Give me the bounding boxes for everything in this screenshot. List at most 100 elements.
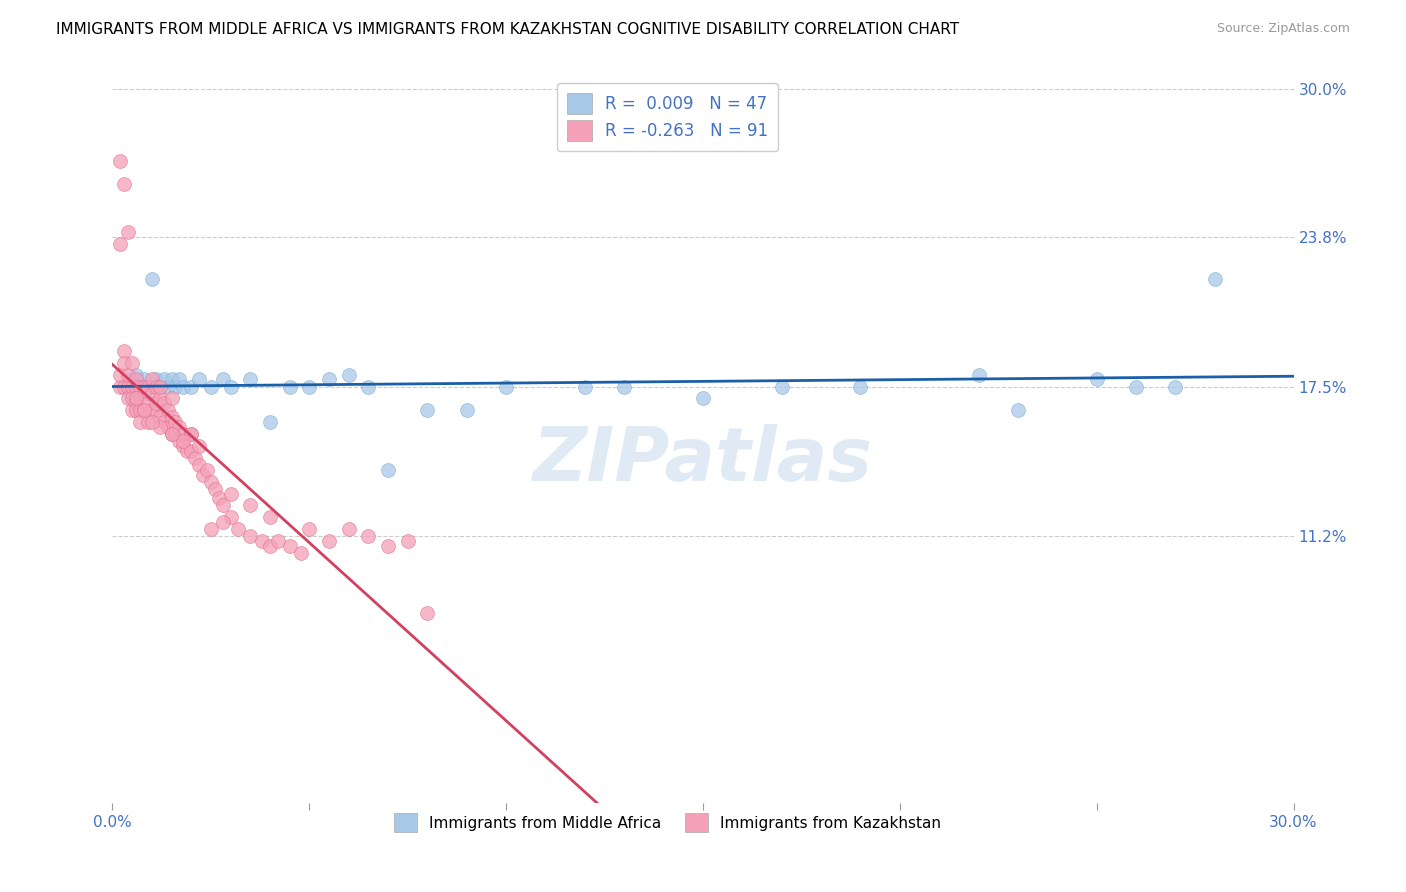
Point bbox=[357, 379, 380, 393]
Point bbox=[396, 534, 419, 549]
Point bbox=[149, 379, 172, 393]
Point bbox=[110, 368, 132, 382]
Point bbox=[574, 379, 596, 393]
Point bbox=[318, 372, 340, 386]
Point bbox=[156, 403, 179, 417]
Point bbox=[770, 379, 793, 393]
Point bbox=[495, 379, 517, 393]
Point bbox=[318, 534, 340, 549]
Point bbox=[377, 463, 399, 477]
Point bbox=[165, 415, 187, 429]
Point bbox=[149, 420, 172, 434]
Point bbox=[121, 403, 143, 417]
Point bbox=[129, 415, 152, 429]
Point bbox=[228, 522, 250, 536]
Point bbox=[117, 225, 139, 239]
Point bbox=[337, 522, 360, 536]
Point bbox=[250, 534, 273, 549]
Point bbox=[141, 379, 163, 393]
Point bbox=[416, 403, 439, 417]
Point bbox=[132, 403, 155, 417]
Point bbox=[219, 510, 242, 524]
Point bbox=[180, 427, 202, 442]
Point bbox=[112, 343, 135, 358]
Point bbox=[132, 386, 155, 401]
Point bbox=[172, 439, 194, 453]
Point bbox=[172, 379, 194, 393]
Point bbox=[136, 379, 159, 393]
Point bbox=[121, 356, 143, 370]
Point bbox=[278, 379, 301, 393]
Point bbox=[149, 392, 172, 406]
Point bbox=[112, 178, 135, 192]
Point bbox=[110, 379, 132, 393]
Point bbox=[152, 372, 174, 386]
Point bbox=[188, 439, 211, 453]
Point bbox=[132, 379, 155, 393]
Point bbox=[172, 434, 194, 449]
Point bbox=[132, 403, 155, 417]
Point bbox=[125, 368, 148, 382]
Point bbox=[377, 539, 399, 553]
Point bbox=[145, 379, 167, 393]
Point bbox=[456, 403, 478, 417]
Point bbox=[169, 372, 191, 386]
Point bbox=[125, 396, 148, 410]
Text: Source: ZipAtlas.com: Source: ZipAtlas.com bbox=[1216, 22, 1350, 36]
Point bbox=[121, 372, 143, 386]
Point bbox=[200, 379, 222, 393]
Point bbox=[259, 539, 281, 553]
Point bbox=[191, 467, 214, 482]
Point bbox=[188, 458, 211, 472]
Point bbox=[136, 396, 159, 410]
Point bbox=[290, 546, 312, 560]
Point bbox=[1007, 403, 1029, 417]
Point bbox=[267, 534, 290, 549]
Text: ZIPatlas: ZIPatlas bbox=[533, 424, 873, 497]
Point bbox=[160, 372, 183, 386]
Point bbox=[1125, 379, 1147, 393]
Point bbox=[125, 372, 148, 386]
Point bbox=[211, 515, 233, 529]
Point bbox=[160, 392, 183, 406]
Point bbox=[152, 415, 174, 429]
Point bbox=[169, 434, 191, 449]
Point bbox=[149, 379, 172, 393]
Point bbox=[176, 443, 198, 458]
Point bbox=[204, 482, 226, 496]
Point bbox=[298, 379, 321, 393]
Point bbox=[121, 386, 143, 401]
Point bbox=[152, 396, 174, 410]
Point bbox=[156, 379, 179, 393]
Point bbox=[184, 450, 207, 465]
Point bbox=[156, 420, 179, 434]
Point bbox=[849, 379, 872, 393]
Legend: Immigrants from Middle Africa, Immigrants from Kazakhstan: Immigrants from Middle Africa, Immigrant… bbox=[388, 807, 946, 838]
Point bbox=[149, 410, 172, 425]
Point bbox=[136, 379, 159, 393]
Point bbox=[112, 356, 135, 370]
Point bbox=[259, 415, 281, 429]
Point bbox=[239, 529, 262, 543]
Point bbox=[967, 368, 990, 382]
Point bbox=[129, 403, 152, 417]
Point bbox=[160, 427, 183, 442]
Point bbox=[132, 379, 155, 393]
Point bbox=[125, 379, 148, 393]
Point bbox=[219, 486, 242, 500]
Point bbox=[1164, 379, 1187, 393]
Point bbox=[160, 410, 183, 425]
Point bbox=[208, 491, 231, 506]
Point bbox=[117, 392, 139, 406]
Point bbox=[219, 379, 242, 393]
Point bbox=[211, 372, 233, 386]
Point bbox=[165, 379, 187, 393]
Point bbox=[259, 510, 281, 524]
Point bbox=[117, 379, 139, 393]
Point bbox=[141, 386, 163, 401]
Point bbox=[129, 377, 152, 392]
Point bbox=[169, 420, 191, 434]
Point bbox=[129, 386, 152, 401]
Point bbox=[200, 522, 222, 536]
Point bbox=[145, 403, 167, 417]
